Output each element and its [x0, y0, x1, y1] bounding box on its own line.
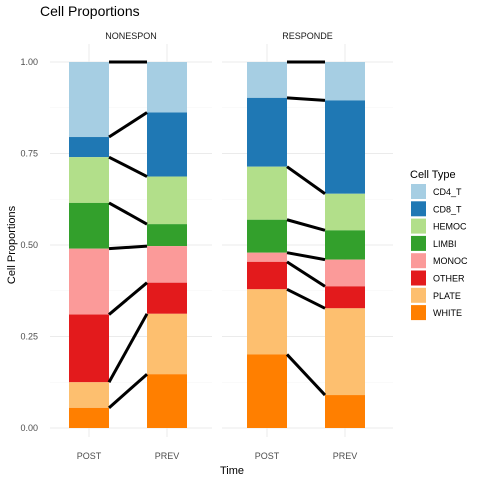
y-tick-label: 0.00: [20, 423, 38, 433]
bar-segment-plate-prev: [325, 308, 365, 396]
flow-line: [108, 373, 148, 409]
legend-label-white: WHITE: [433, 308, 462, 318]
flow-lines: [285, 60, 327, 397]
bar-segment-hemoc-prev: [325, 193, 365, 231]
legend-label-hemoc: HEMOC: [433, 222, 467, 232]
bar-segment-cd4_t-post: [247, 62, 287, 98]
legend-swatch-plate: [411, 287, 426, 303]
bar-segment-cd8_t-post: [247, 97, 287, 167]
flow-line: [286, 218, 326, 232]
flow-lines: [107, 60, 149, 409]
legend-label-other: OTHER: [433, 274, 465, 284]
flow-line: [108, 111, 148, 139]
bar-segment-cd8_t-prev: [147, 112, 187, 177]
bar-segment-hemoc-post: [69, 157, 109, 203]
bar-segment-cd8_t-post: [69, 137, 109, 158]
legend-swatch-cd8_t: [411, 201, 426, 217]
flow-line: [286, 251, 326, 262]
bar-segment-monoc-prev: [325, 259, 365, 287]
flow-line: [286, 96, 326, 102]
flow-line: [285, 353, 327, 397]
x-tick-label: POST: [77, 451, 102, 461]
legend-label-cd8_t: CD8_T: [433, 204, 462, 214]
bar-segment-white-post: [247, 354, 287, 428]
bar-segment-monoc-post: [247, 252, 287, 262]
y-axis-title: Cell Proportions: [6, 205, 18, 284]
legend-label-plate: PLATE: [433, 291, 461, 301]
flow-line: [286, 287, 326, 310]
legend-swatch-hemoc: [411, 218, 426, 234]
y-tick-label: 0.75: [20, 149, 38, 159]
flow-line: [286, 165, 326, 195]
y-tick-label: 0.50: [20, 240, 38, 250]
legend-label-monoc: MONOC: [433, 256, 468, 266]
legend-swatch-cd4_t: [411, 184, 426, 199]
x-tick-label: PREV: [155, 451, 180, 461]
y-axis: 0.00 0.25 0.50 0.75 1.00: [20, 57, 38, 433]
bar-segment-cd4_t-prev: [147, 62, 187, 113]
legend: Cell Type CD4_T CD8_T HEMOC LIMBI MONOC OTHER…: [410, 169, 468, 321]
bar-segment-plate-prev: [147, 313, 187, 375]
chart-panels: NONESPON POST PREV RESPONDE POST PREV: [50, 31, 393, 461]
bar-segment-white-post: [69, 407, 109, 428]
flow-line: [108, 244, 148, 251]
y-tick-label: 1.00: [20, 57, 38, 67]
flow-line: [286, 260, 326, 288]
bar-segment-monoc-prev: [147, 246, 187, 283]
facet-strip-label: NONESPON: [105, 31, 157, 41]
flow-line: [108, 201, 148, 226]
legend-swatch-limbi: [411, 235, 426, 251]
legend-swatch-white: [411, 305, 426, 321]
panel-nonespon: NONESPON POST PREV: [50, 31, 212, 461]
panel-responde: RESPONDE POST PREV: [222, 31, 393, 461]
legend-swatch-monoc: [411, 253, 426, 269]
bar-segment-monoc-post: [69, 248, 109, 315]
bar-segment-cd4_t-post: [69, 62, 109, 138]
bar-segment-limbi-prev: [147, 224, 187, 247]
bar-segment-cd4_t-prev: [325, 62, 365, 101]
legend-label-cd4_t: CD4_T: [433, 187, 462, 197]
bar-segment-hemoc-prev: [147, 176, 187, 225]
bar-segment-limbi-post: [69, 202, 109, 249]
x-tick-label: PREV: [333, 451, 358, 461]
chart-title: Cell Proportions: [40, 3, 140, 19]
x-axis-title: Time: [220, 465, 244, 477]
bar-segment-other-prev: [325, 286, 365, 309]
bar-segment-plate-post: [247, 289, 287, 355]
bar-segment-other-post: [69, 314, 109, 383]
y-tick-label: 0.25: [20, 332, 38, 342]
legend-swatch-other: [411, 270, 426, 286]
bar-segment-white-prev: [325, 395, 365, 428]
flow-line: [108, 155, 148, 178]
flow-line: [107, 313, 149, 383]
bar-segment-plate-post: [69, 382, 109, 408]
bar-segment-limbi-post: [247, 219, 287, 253]
flow-line: [108, 281, 148, 316]
x-tick-label: POST: [255, 451, 280, 461]
bar-segment-hemoc-post: [247, 166, 287, 220]
bar-segment-other-post: [247, 261, 287, 290]
bar-segment-other-prev: [147, 282, 187, 314]
bar-segment-limbi-prev: [325, 230, 365, 260]
legend-label-limbi: LIMBI: [433, 239, 457, 249]
legend-title: Cell Type: [410, 169, 456, 181]
facet-strip-label: RESPONDE: [282, 31, 333, 41]
bar-segment-white-prev: [147, 374, 187, 428]
bar-segment-cd8_t-prev: [325, 100, 365, 194]
